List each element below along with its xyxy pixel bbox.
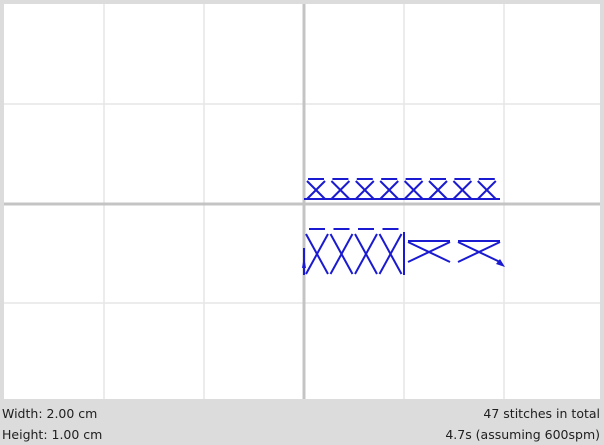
time-estimate-readout: 4.7s (assuming 600spm) <box>445 427 600 442</box>
height-readout: Height: 1.00 cm <box>2 427 103 442</box>
stitch <box>407 241 451 263</box>
stitch <box>452 180 473 200</box>
stitch <box>477 180 497 200</box>
canvas-area <box>4 4 600 399</box>
width-readout: Width: 2.00 cm <box>2 406 98 421</box>
stitch <box>305 233 329 275</box>
stitch <box>378 233 403 275</box>
stitch <box>306 180 326 200</box>
stitch <box>403 180 424 200</box>
stitch <box>428 180 448 200</box>
end-arrow-marker <box>496 259 505 267</box>
stitch <box>355 180 375 200</box>
stitch <box>354 233 378 275</box>
stitch <box>379 180 399 200</box>
stitch <box>457 241 501 263</box>
status-bar: Width: 2.00 cm Height: 1.00 cm 47 stitch… <box>0 403 604 445</box>
stitch <box>329 233 354 275</box>
stitch-count-readout: 47 stitches in total <box>483 406 600 421</box>
stitch-preview-canvas[interactable] <box>0 0 604 403</box>
stitch <box>330 180 351 200</box>
